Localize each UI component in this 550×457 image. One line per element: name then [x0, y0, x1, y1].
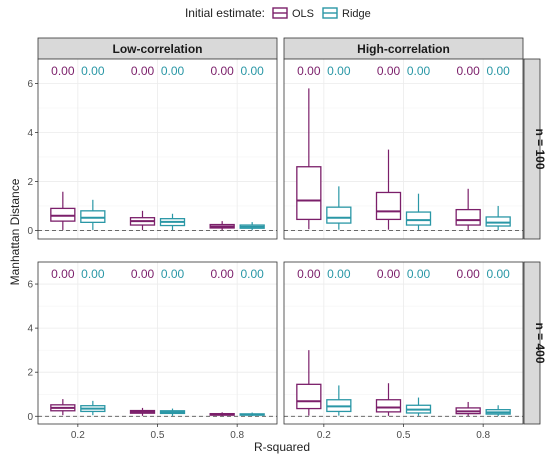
box-ols: [50, 191, 76, 230]
annotation-value-ridge: 0.00: [240, 64, 264, 78]
annotation-value-ridge: 0.00: [240, 267, 264, 281]
box-ols: [296, 88, 322, 230]
box-ridge: [405, 193, 432, 230]
facet-panel: 0.2 0.5 0.8 0.00 0.00 0.00 0.00 0.00 0.00: [283, 261, 524, 441]
iqr-box: [455, 208, 481, 226]
y-tick-label: 2: [27, 368, 33, 379]
annotation-value-ols: 0.00: [456, 267, 480, 281]
iqr-box: [375, 191, 402, 221]
annotation-value-ridge: 0.00: [327, 267, 351, 281]
iqr-box: [296, 383, 322, 410]
box-ridge: [485, 405, 511, 417]
annotation-value-ridge: 0.00: [327, 64, 351, 78]
x-tick-label: 0.8: [230, 430, 244, 441]
box-ols: [375, 149, 402, 230]
x-tick-label: 0.2: [71, 430, 85, 441]
annotation-value-ols: 0.00: [51, 64, 75, 78]
facet-strip-column-label: High-correlation: [357, 42, 450, 56]
box-ridge: [239, 222, 265, 231]
annotation-value-ridge: 0.00: [81, 267, 105, 281]
annotation-value-ols: 0.00: [377, 267, 401, 281]
annotation-value-ridge: 0.00: [407, 64, 431, 78]
annotation-value-ols: 0.00: [297, 64, 321, 78]
panel-border: [283, 261, 524, 425]
facet-strip-row-label: n = 100: [533, 128, 547, 169]
box-ols: [375, 383, 402, 416]
y-axis-title: Manhattan Distance: [8, 178, 22, 285]
box-ridge: [326, 385, 352, 416]
y-tick-label: 0: [27, 226, 33, 237]
iqr-box: [485, 216, 511, 227]
iqr-box: [80, 210, 106, 223]
box-ols: [296, 350, 322, 416]
annotation-value-ridge: 0.00: [81, 64, 105, 78]
annotation-value-ols: 0.00: [456, 64, 480, 78]
legend-title: Initial estimate:: [185, 6, 265, 20]
facet-strip-row: [523, 261, 541, 425]
annotation-value-ridge: 0.00: [161, 64, 185, 78]
y-tick-label: 6: [27, 280, 33, 291]
annotation-value-ridge: 0.00: [486, 64, 510, 78]
x-tick-label: 0.5: [151, 430, 165, 441]
box-ols: [455, 401, 481, 417]
x-tick-label: 0.8: [476, 430, 490, 441]
box-ols: [455, 188, 481, 230]
facet-strip-row-label: n = 400: [533, 322, 547, 363]
annotation-value-ridge: 0.00: [407, 267, 431, 281]
box-ridge: [159, 213, 186, 231]
legend-label-ridge: Ridge: [342, 8, 371, 20]
iqr-box: [326, 206, 352, 224]
facet-strip-row: [523, 58, 541, 240]
box-ols: [129, 210, 156, 231]
iqr-box: [405, 211, 432, 226]
facet-panels: Low-correlation High-correlation n = 100 n …: [27, 37, 547, 441]
box-ols: [209, 221, 235, 231]
box-ols: [50, 399, 76, 416]
box-ols: [209, 412, 235, 417]
annotation-value-ols: 0.00: [131, 267, 155, 281]
facet-panel: 0 2 4 6 0.2 0.5 0.8 0.00 0.00 0.00 0.00 0.00 0.00: [27, 261, 278, 441]
box-ridge: [485, 205, 511, 231]
y-tick-label: 6: [27, 79, 33, 90]
annotation-value-ols: 0.00: [51, 267, 75, 281]
iqr-box: [296, 166, 322, 221]
annotation-value-ols: 0.00: [377, 64, 401, 78]
box-ridge: [80, 199, 106, 230]
box-ridge: [326, 186, 352, 230]
x-tick-label: 0.2: [317, 430, 331, 441]
y-tick-label: 4: [27, 324, 33, 335]
y-tick-label: 2: [27, 177, 33, 188]
legend-label-ols: OLS: [292, 8, 314, 20]
y-tick-label: 0: [27, 412, 33, 423]
box-ridge: [159, 408, 186, 416]
box-ridge: [80, 400, 106, 416]
annotation-value-ols: 0.00: [210, 64, 234, 78]
y-tick-label: 4: [27, 128, 33, 139]
annotation-value-ols: 0.00: [297, 267, 321, 281]
panel-border: [37, 58, 278, 240]
annotation-value-ridge: 0.00: [161, 267, 185, 281]
facet-panel: 0.00 0.00 0.00 0.00 0.00 0.00: [283, 58, 524, 240]
legend: Initial estimate: OLS Ridge: [185, 6, 371, 20]
iqr-box: [375, 399, 402, 413]
facet-panel: 0 2 4 6 0.00 0.00 0.00 0.00 0.00 0.00: [27, 58, 278, 240]
box-ols: [129, 407, 156, 416]
annotation-value-ridge: 0.00: [486, 267, 510, 281]
box-ridge: [405, 397, 432, 416]
facet-strip-column-label: Low-correlation: [112, 42, 202, 56]
annotation-value-ols: 0.00: [131, 64, 155, 78]
panel-border: [37, 261, 278, 425]
annotation-value-ols: 0.00: [210, 267, 234, 281]
x-axis-title: R-squared: [254, 440, 310, 454]
panel-border: [283, 58, 524, 240]
box-ridge: [239, 412, 265, 417]
x-tick-label: 0.5: [397, 430, 411, 441]
